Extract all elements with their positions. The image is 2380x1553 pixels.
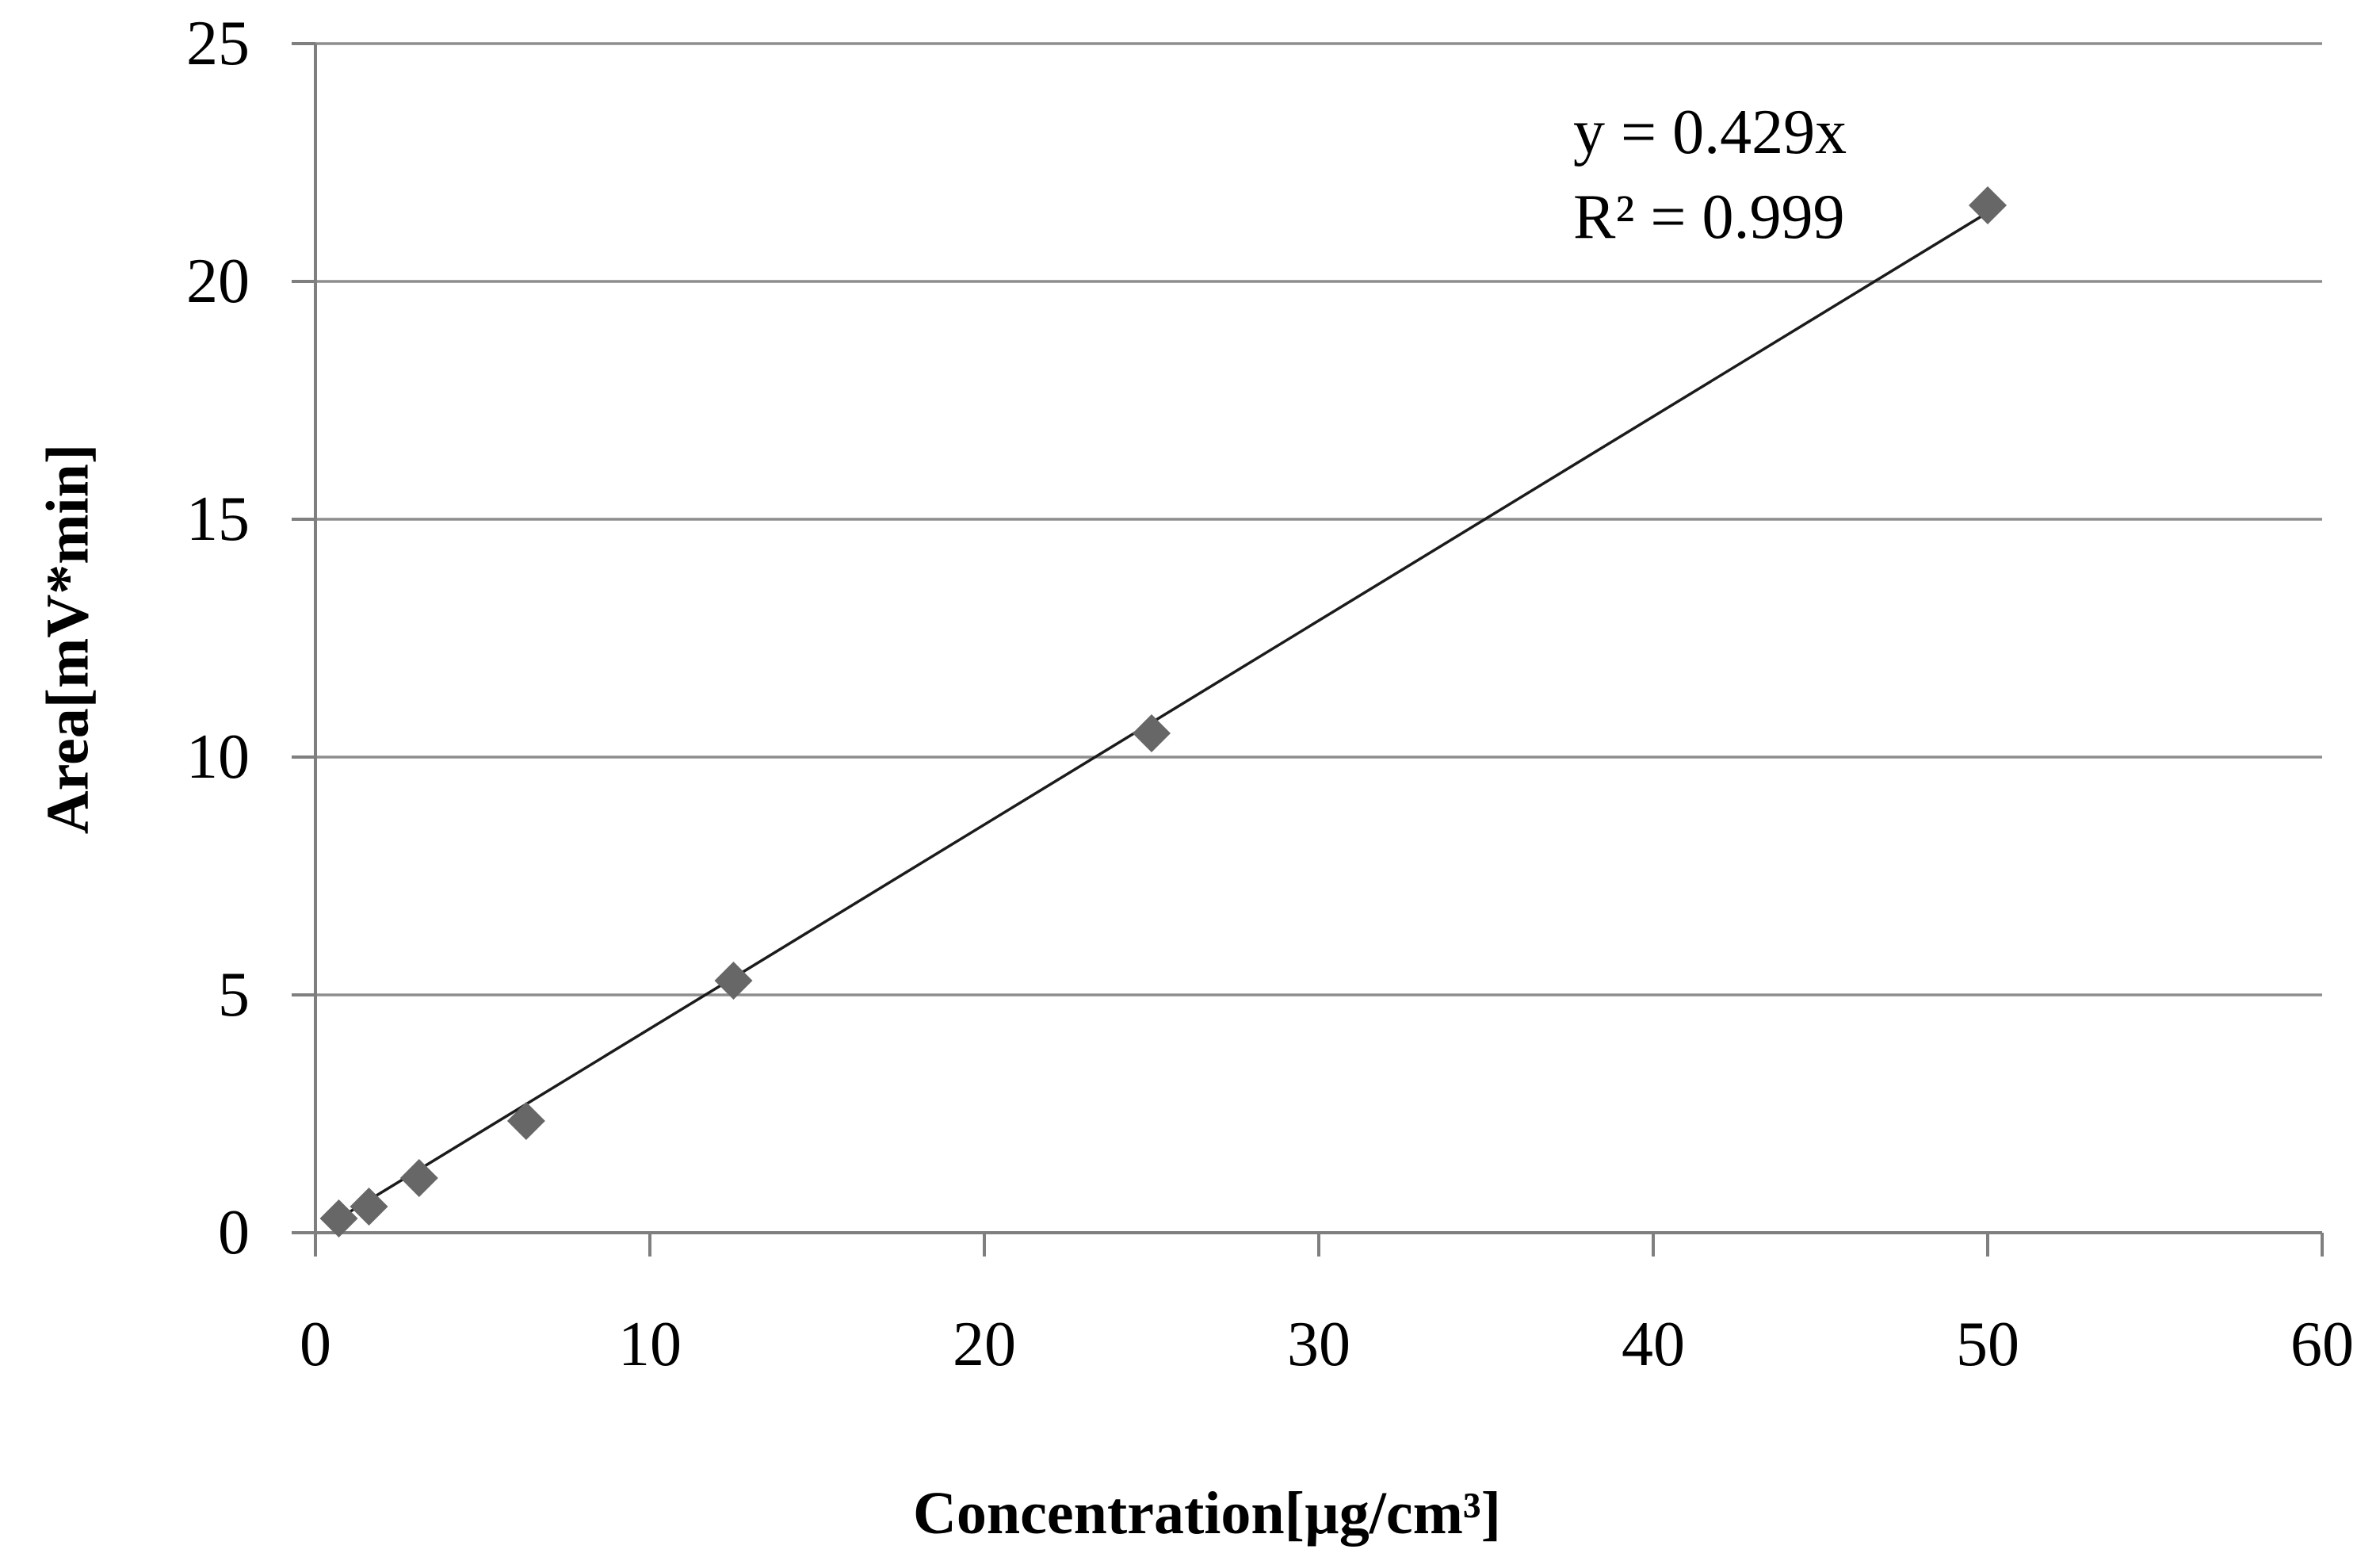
x-tick-label: 60 [2290, 1310, 2354, 1379]
data-point-diamond [319, 1199, 358, 1237]
data-point-diamond [1969, 186, 2007, 224]
y-tick-label: 25 [186, 9, 250, 78]
trendline-equation-text: y = 0.429x [1573, 98, 1847, 167]
r-squared-text: R² = 0.999 [1573, 182, 1845, 252]
x-tick-label: 10 [618, 1310, 682, 1379]
y-tick-label: 5 [218, 960, 250, 1030]
x-tick-label: 40 [1622, 1310, 1685, 1379]
trendline [333, 210, 1991, 1223]
x-tick-label: 20 [953, 1310, 1016, 1379]
data-point-diamond [1133, 714, 1171, 752]
y-tick-label: 10 [186, 722, 250, 792]
data-point-diamond [506, 1102, 545, 1140]
x-tick-label: 50 [1956, 1310, 2019, 1379]
y-axis-title: Area[mV*min] [34, 443, 101, 835]
data-point-diamond [350, 1188, 388, 1226]
y-tick-label: 0 [218, 1198, 250, 1268]
x-tick-label: 0 [300, 1310, 331, 1379]
x-tick-label: 30 [1287, 1310, 1350, 1379]
y-tick-label: 20 [186, 247, 250, 316]
trendline-annotation: y = 0.429x R² = 0.999 [1573, 90, 1847, 260]
data-point-diamond [714, 962, 753, 1000]
data-point-diamond [399, 1159, 438, 1197]
x-axis-title: Concentration[µg/cm³] [913, 1480, 1501, 1547]
y-tick-label: 15 [186, 484, 250, 554]
